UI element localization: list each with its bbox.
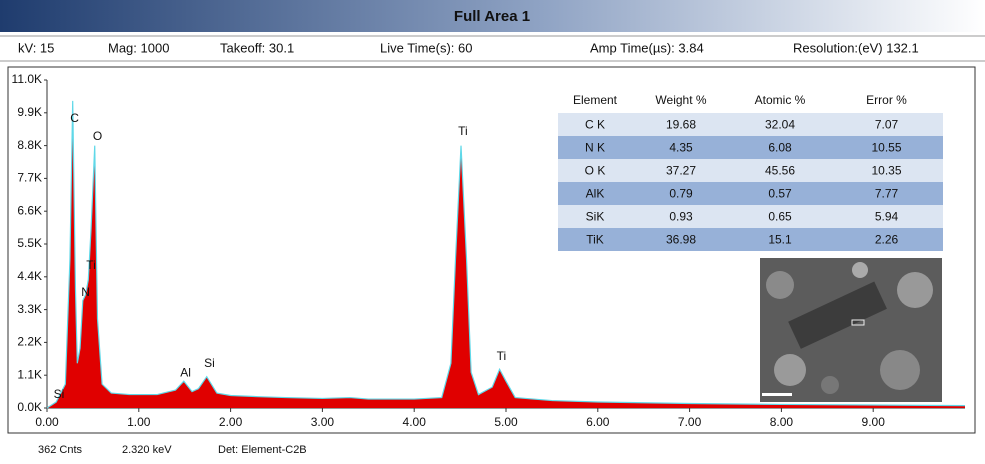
table-header: Error % <box>866 93 907 107</box>
y-tick-label: 8.8K <box>17 138 42 152</box>
x-tick-label: 4.00 <box>403 415 427 429</box>
title-bar <box>0 0 985 32</box>
table-header: Atomic % <box>755 93 806 107</box>
header-field: Mag: 1000 <box>108 40 169 55</box>
spectrum-line <box>46 100 966 409</box>
table-cell: 7.07 <box>875 118 899 132</box>
table-cell: 15.1 <box>768 233 792 247</box>
table-row <box>558 182 943 205</box>
x-tick-label: 3.00 <box>311 415 335 429</box>
table-row <box>558 205 943 228</box>
peak-label: Ti <box>86 258 96 272</box>
table-cell: 37.27 <box>666 164 696 178</box>
header-field: Live Time(s): 60 <box>380 40 472 55</box>
table-cell: SiK <box>586 210 605 224</box>
title: Full Area 1 <box>454 8 530 25</box>
table-cell: TiK <box>586 233 604 247</box>
y-tick-label: 2.2K <box>17 335 42 349</box>
x-tick-label: 9.00 <box>862 415 886 429</box>
table-cell: 10.35 <box>871 164 901 178</box>
y-tick-label: 6.6K <box>17 203 42 217</box>
table-cell: 19.68 <box>666 118 696 132</box>
peak-label: Si <box>54 387 65 401</box>
table-header: Element <box>573 93 618 107</box>
x-tick-label: 2.00 <box>219 415 243 429</box>
table-cell: 4.35 <box>669 141 693 155</box>
peak-label: Si <box>204 356 215 370</box>
table-cell: 0.93 <box>669 210 693 224</box>
table-cell: 0.57 <box>768 187 792 201</box>
table-row <box>558 228 943 251</box>
table-row <box>558 159 943 182</box>
table-cell: 45.56 <box>765 164 795 178</box>
table-cell: O K <box>585 164 606 178</box>
x-tick-label: 7.00 <box>678 415 702 429</box>
x-tick-label: 0.00 <box>35 415 59 429</box>
footer-field: Det: Element-C2B <box>218 444 307 456</box>
table-cell: C K <box>585 118 605 132</box>
table-cell: 0.79 <box>669 187 693 201</box>
table-cell: AlK <box>586 187 605 201</box>
y-tick-label: 0.0K <box>17 400 42 414</box>
x-tick-label: 6.00 <box>586 415 610 429</box>
footer-field: 362 Cnts <box>38 444 83 456</box>
x-tick-label: 1.00 <box>127 415 151 429</box>
y-tick-label: 1.1K <box>17 367 42 381</box>
table-cell: 10.55 <box>871 141 901 155</box>
peak-label: Ti <box>458 124 468 138</box>
y-tick-label: 3.3K <box>17 302 42 316</box>
table-cell: 32.04 <box>765 118 795 132</box>
peak-label: N <box>81 285 90 299</box>
table-row <box>558 136 943 159</box>
peak-label: Al <box>180 365 191 379</box>
peak-label: C <box>70 111 79 125</box>
table-cell: 7.77 <box>875 187 899 201</box>
table-cell: 2.26 <box>875 233 899 247</box>
peak-label: O <box>93 129 102 143</box>
table-header: Weight % <box>655 93 706 107</box>
table-cell: 5.94 <box>875 210 899 224</box>
header-field: Takeoff: 30.1 <box>220 40 294 55</box>
x-tick-label: 8.00 <box>770 415 794 429</box>
table-cell: 6.08 <box>768 141 792 155</box>
y-tick-label: 9.9K <box>17 105 42 119</box>
y-tick-label: 7.7K <box>17 171 42 185</box>
table-cell: N K <box>585 141 605 155</box>
x-tick-label: 5.00 <box>494 415 518 429</box>
table-cell: 0.65 <box>768 210 792 224</box>
sem-texture <box>762 262 933 396</box>
header-field: kV: 15 <box>18 40 54 55</box>
peak-label: Ti <box>497 349 507 363</box>
y-tick-label: 4.4K <box>17 269 42 283</box>
footer-field: 2.320 keV <box>122 444 172 456</box>
y-tick-label: 11.0K <box>12 72 42 86</box>
y-tick-label: 5.5K <box>17 236 42 250</box>
header-field: Resolution:(eV) 132.1 <box>793 40 919 55</box>
header-field: Amp Time(µs): 3.84 <box>590 40 704 55</box>
table-cell: 36.98 <box>666 233 696 247</box>
table-row <box>558 113 943 136</box>
